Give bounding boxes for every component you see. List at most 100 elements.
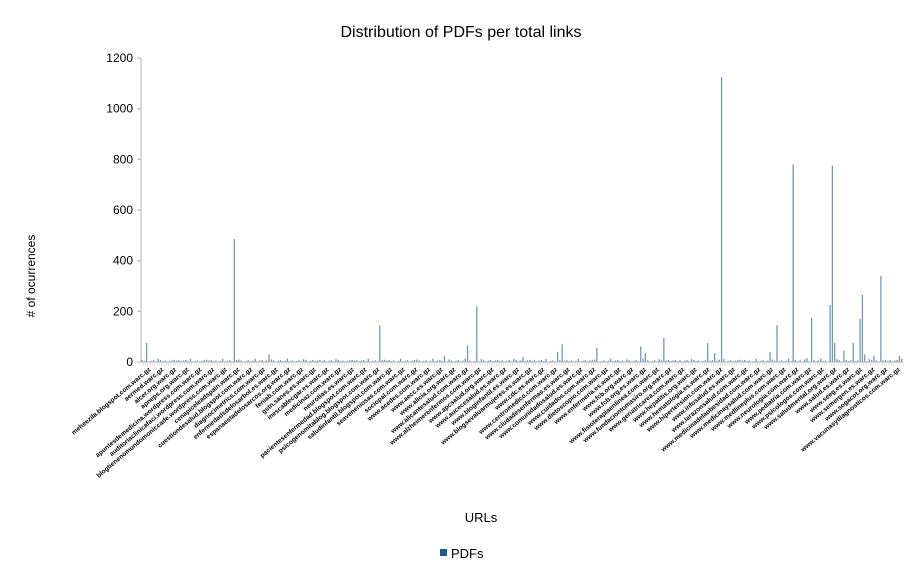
- bar: [413, 359, 416, 362]
- bar: [483, 360, 485, 362]
- bar: [716, 360, 718, 362]
- bar: [439, 359, 441, 362]
- bar: [810, 317, 813, 362]
- bar: [614, 360, 616, 362]
- bar: [718, 359, 720, 362]
- bar: [356, 360, 358, 362]
- bar: [824, 360, 827, 362]
- bar: [774, 360, 776, 362]
- bar: [596, 348, 598, 362]
- bar: [635, 360, 637, 362]
- bar: [425, 360, 427, 362]
- bar: [806, 358, 808, 362]
- bar: [360, 360, 362, 362]
- bar: [363, 359, 365, 362]
- bar: [349, 360, 351, 362]
- bar: [208, 360, 210, 362]
- bar: [854, 360, 857, 362]
- bar: [388, 359, 390, 362]
- legend: PDFs: [440, 546, 484, 561]
- bar: [607, 360, 610, 362]
- bar: [621, 360, 623, 362]
- bar: [323, 360, 326, 362]
- bar: [679, 360, 681, 362]
- bar: [150, 360, 152, 362]
- bar: [141, 359, 143, 362]
- bar: [813, 360, 815, 362]
- bar: [386, 360, 388, 362]
- bar: [540, 359, 543, 362]
- bar: [610, 358, 612, 362]
- bar: [582, 360, 584, 362]
- bar: [367, 358, 369, 362]
- bar: [487, 360, 489, 362]
- bar: [450, 360, 453, 362]
- bar: [464, 358, 466, 362]
- y-tick-label: 400: [113, 254, 133, 268]
- bar: [429, 360, 432, 362]
- y-axis-label: # of ocurrences: [24, 235, 38, 318]
- bar: [871, 359, 873, 362]
- bar: [709, 360, 711, 362]
- bar: [575, 360, 577, 362]
- bar: [189, 358, 192, 362]
- bar: [261, 359, 263, 362]
- bar: [799, 360, 801, 362]
- bar: [466, 345, 469, 362]
- bar: [526, 360, 529, 362]
- bar: [868, 359, 870, 362]
- y-tick-label: 600: [113, 203, 133, 217]
- bar: [270, 359, 272, 362]
- bar: [143, 360, 145, 362]
- bar: [600, 360, 603, 362]
- bar: [820, 358, 822, 362]
- bar: [515, 359, 517, 362]
- bar: [628, 360, 630, 362]
- bar: [457, 360, 459, 362]
- bar: [663, 337, 665, 362]
- y-tick-label: 200: [113, 304, 133, 318]
- bar: [533, 360, 536, 362]
- legend-swatch-pdfs: [440, 549, 447, 556]
- bar: [312, 359, 314, 362]
- bar: [570, 360, 573, 362]
- bar: [496, 359, 499, 362]
- bar: [727, 360, 730, 362]
- bar: [520, 360, 522, 362]
- bar: [577, 358, 580, 362]
- bar: [272, 360, 275, 362]
- bar: [760, 360, 762, 362]
- bar: [741, 360, 743, 362]
- bar: [145, 343, 148, 362]
- bar: [864, 354, 866, 362]
- bar: [173, 359, 175, 362]
- bar: [556, 351, 559, 362]
- bar: [778, 360, 780, 362]
- bar: [829, 305, 831, 362]
- bar: [845, 359, 847, 362]
- bar: [720, 77, 723, 362]
- bar: [792, 164, 794, 362]
- bar: [755, 358, 757, 362]
- bar: [462, 360, 464, 362]
- bar: [215, 360, 217, 362]
- y-tick-label: 1000: [106, 102, 133, 116]
- bar: [545, 358, 547, 362]
- bar: [651, 360, 653, 362]
- bar: [838, 360, 840, 362]
- bar: [203, 360, 205, 362]
- bar: [617, 359, 619, 362]
- bar: [737, 360, 739, 362]
- bar: [552, 360, 554, 362]
- bar: [672, 360, 674, 362]
- bar: [328, 360, 330, 362]
- bar: [561, 344, 563, 362]
- bar: [644, 353, 646, 362]
- bar: [563, 360, 566, 362]
- bar: [330, 360, 332, 362]
- bar: [351, 359, 353, 362]
- bar: [785, 360, 787, 362]
- bar: [277, 360, 279, 362]
- bar: [566, 359, 568, 362]
- bar: [603, 360, 605, 362]
